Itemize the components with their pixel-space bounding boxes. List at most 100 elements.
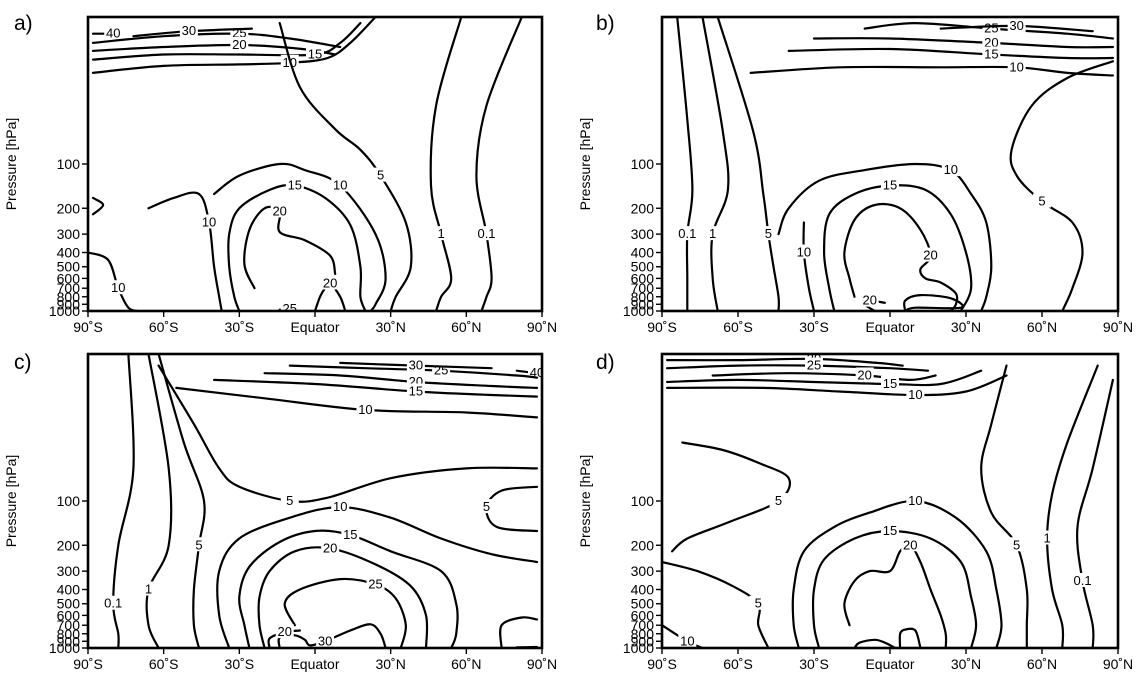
x-tick-label: 30˚N <box>375 656 405 672</box>
x-tick-label: Equator <box>290 319 339 335</box>
y-tick-label: 700 <box>631 617 655 633</box>
contour-label: 5 <box>765 226 772 241</box>
contour-label: 5 <box>377 168 384 183</box>
contour-line <box>662 560 770 648</box>
y-tick-label: 200 <box>631 200 655 216</box>
contour-line <box>853 638 897 648</box>
x-tick-label: Equator <box>865 656 914 672</box>
y-axis-title: Pressure [hPa] <box>577 118 593 211</box>
contour-label-bg <box>678 633 697 648</box>
contour-line <box>666 369 983 387</box>
contour-line <box>112 354 135 648</box>
contour-line <box>676 17 694 311</box>
x-tick-label: 30˚S <box>799 319 829 335</box>
contour-label: 30 <box>182 23 196 38</box>
contour-label-bg <box>941 162 960 177</box>
contour-label-bg <box>406 383 425 398</box>
contour-label-bg <box>901 537 920 552</box>
contour-label: 15 <box>883 523 897 538</box>
contour-label: 5 <box>483 499 490 514</box>
x-tick-label: 90˚S <box>647 656 677 672</box>
contour-label: 20 <box>857 367 871 382</box>
contour-label-bg <box>982 34 1001 49</box>
y-tick-label: 1000 <box>49 303 80 319</box>
contour-line <box>749 65 1114 77</box>
contour-line <box>227 183 367 311</box>
contour-label: 5 <box>286 493 293 508</box>
contour-label-bg <box>306 46 324 61</box>
contour-label-bg <box>881 523 899 538</box>
x-tick-label: 90˚N <box>1103 656 1133 672</box>
contour-label: 0.1 <box>1073 573 1091 588</box>
y-tick-label: 900 <box>57 633 81 649</box>
contour-line <box>701 17 730 311</box>
y-tick-label: 700 <box>57 280 81 296</box>
plot-frame <box>660 352 1120 650</box>
contour-label: 10 <box>944 162 958 177</box>
contour-label-bg <box>860 292 879 307</box>
contour-label-bg <box>805 357 823 372</box>
y-tick-label: 500 <box>631 596 655 612</box>
contour-label: 15 <box>883 177 897 192</box>
contour-label: 30 <box>1009 18 1023 33</box>
contour-line <box>671 441 792 553</box>
contour-label: 10 <box>680 633 694 648</box>
contour-label: 5 <box>1013 537 1020 552</box>
contour-label-bg <box>189 537 208 552</box>
y-axis-title: Pressure [hPa] <box>3 455 19 548</box>
y-tick-label: 400 <box>57 582 81 598</box>
contour-label: 5 <box>755 596 762 611</box>
y-tick-label: 100 <box>631 493 655 509</box>
contour-label-bg <box>769 493 788 507</box>
panel-b: b) Pressure [hPa] 100 200 300 400500600700800… <box>577 12 1133 335</box>
contour-line <box>499 616 539 648</box>
x-tick-label: 90˚S <box>73 656 103 672</box>
contour-label-bg <box>139 581 158 596</box>
contour-line <box>475 17 523 311</box>
x-tick-label: Equator <box>865 319 914 335</box>
x-tick-label: 30˚N <box>951 656 981 672</box>
plot-frame <box>660 15 1120 313</box>
y-tick-label: 300 <box>57 226 81 242</box>
contour-label-bg <box>1007 537 1026 552</box>
contour-label: 15 <box>984 47 998 62</box>
contour-label: 25 <box>434 363 448 378</box>
contour-label: 20 <box>923 248 937 263</box>
contour-label: 10 <box>333 499 347 514</box>
contour-label-bg <box>982 46 1001 61</box>
contour-label-bg <box>331 177 350 192</box>
y-tick-label: 300 <box>631 226 655 242</box>
contour-label-bg <box>921 247 940 262</box>
y-tick-label: 800 <box>631 289 655 305</box>
contour-line <box>843 202 959 311</box>
contour-label-bg <box>759 226 778 241</box>
contour-label: 0.1 <box>104 596 122 611</box>
y-tick-label: 1000 <box>623 303 654 319</box>
y-tick-label: 600 <box>57 270 81 286</box>
contour-line <box>157 354 206 648</box>
x-tick-label: 60˚N <box>1027 656 1057 672</box>
contour-line <box>666 364 930 372</box>
contour-label: 20 <box>323 540 337 555</box>
plot-frame <box>86 352 544 650</box>
contour-label-bg <box>275 624 294 639</box>
contour-label-bg <box>104 25 123 40</box>
contour-line <box>91 22 362 61</box>
x-tick-label: 60˚N <box>451 319 481 335</box>
y-tick-label: 100 <box>631 156 655 172</box>
contour-label: 15 <box>288 177 302 192</box>
contour-label-bg <box>356 401 375 416</box>
y-tick-label: 600 <box>57 607 81 623</box>
contour-label: 1 <box>437 226 444 241</box>
y-tick-label: 800 <box>57 626 81 642</box>
contour-label: 20 <box>323 275 337 290</box>
x-tick-label: 30˚N <box>951 319 981 335</box>
panel-c: c) Pressure [hPa] 100 200 300 400500600700800… <box>3 351 557 672</box>
contour-line <box>823 184 973 311</box>
contour-label: 15 <box>883 376 897 391</box>
contour-label: 20 <box>984 35 998 50</box>
y-tick-label: 900 <box>631 296 655 312</box>
